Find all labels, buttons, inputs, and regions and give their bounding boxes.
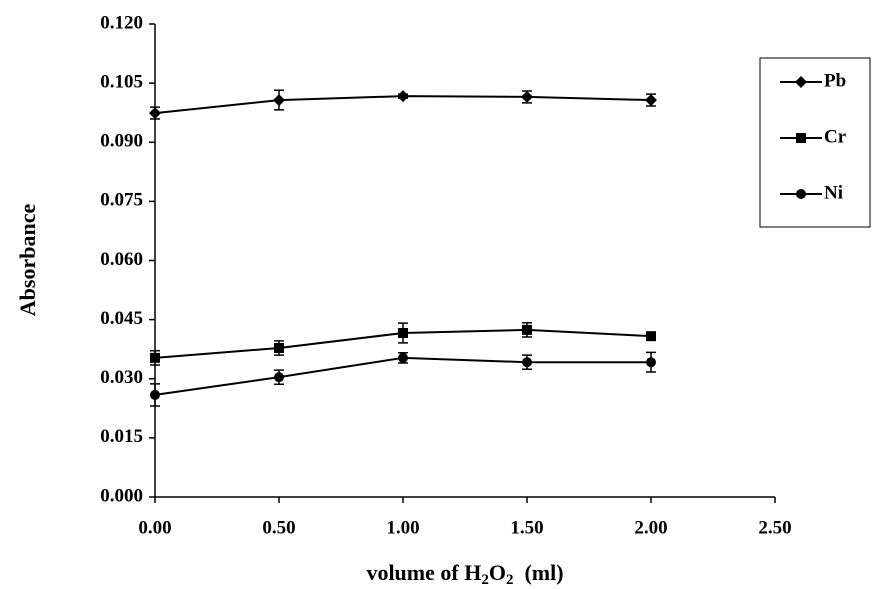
y-tick-label: 0.045 — [100, 308, 143, 329]
marker — [795, 76, 807, 88]
marker — [521, 90, 533, 103]
legend-label: Ni — [824, 182, 843, 203]
y-tick-label: 0.075 — [100, 190, 143, 211]
marker — [274, 343, 284, 354]
x-tick-label: 2.50 — [758, 517, 791, 538]
legend-box — [759, 57, 871, 228]
y-axis-label: Absorbance — [15, 204, 40, 317]
marker — [150, 389, 160, 400]
marker — [645, 94, 657, 107]
marker — [398, 328, 408, 339]
marker — [796, 133, 806, 143]
marker — [397, 90, 409, 103]
x-label-sub: 2 — [481, 572, 489, 588]
marker — [150, 352, 160, 363]
marker — [273, 94, 285, 107]
marker — [149, 107, 161, 120]
x-label-part: O — [489, 560, 506, 585]
marker — [398, 352, 408, 363]
x-label-part: volume of H — [366, 560, 481, 585]
marker — [522, 357, 532, 368]
x-tick-label: 1.50 — [510, 517, 543, 538]
y-tick-label: 0.105 — [100, 71, 143, 92]
x-axis-label: volume of H2O2 (ml) — [366, 560, 563, 588]
legend-label: Cr — [824, 126, 847, 147]
x-label-sub: 2 — [506, 572, 514, 588]
marker — [274, 372, 284, 383]
x-tick-label: 0.00 — [138, 517, 171, 538]
y-tick-label: 0.015 — [100, 426, 143, 447]
y-tick-label: 0.030 — [100, 367, 143, 388]
x-tick-label: 2.00 — [634, 517, 667, 538]
marker — [796, 189, 806, 199]
marker — [646, 357, 656, 368]
y-tick-label: 0.060 — [100, 249, 143, 270]
x-label-part: (ml) — [513, 560, 563, 585]
marker — [522, 324, 532, 335]
x-tick-label: 1.00 — [386, 517, 419, 538]
y-tick-label: 0.120 — [100, 12, 143, 33]
y-tick-label: 0.000 — [100, 485, 143, 506]
marker — [646, 331, 656, 342]
x-tick-label: 0.50 — [262, 517, 295, 538]
legend-label: Pb — [824, 70, 846, 91]
y-tick-label: 0.090 — [100, 131, 143, 152]
